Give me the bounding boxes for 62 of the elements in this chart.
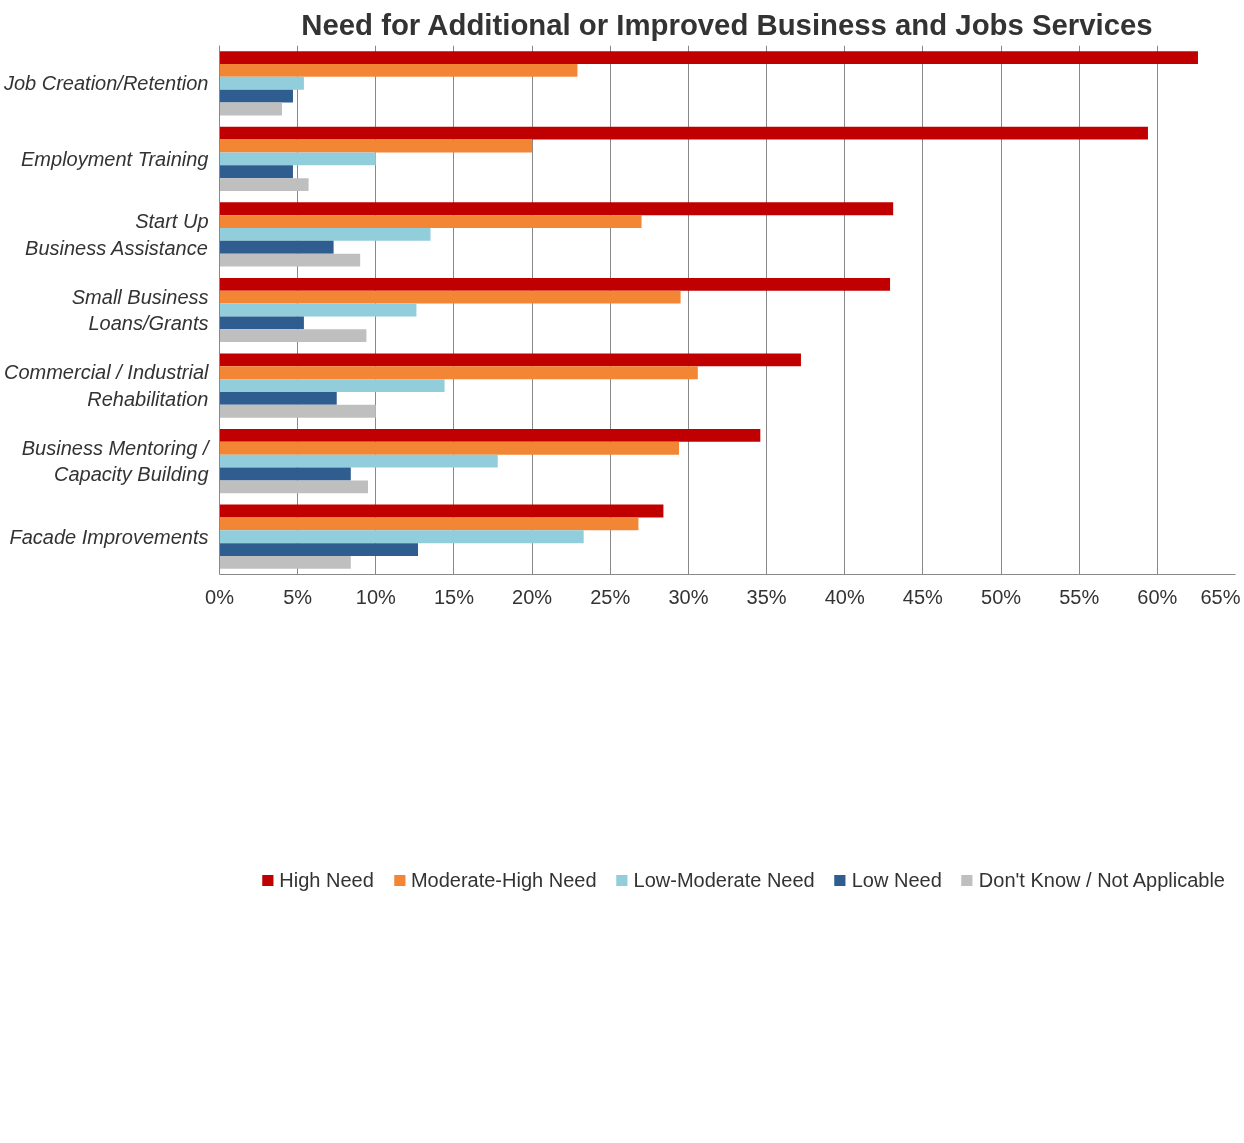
x-tick-label: 55% (1059, 585, 1100, 608)
bar (219, 429, 761, 442)
bar (219, 303, 417, 317)
legend-label: Low-Moderate Need (633, 868, 815, 892)
legend-label: Don't Know / Not Applicable (978, 868, 1225, 892)
bar (219, 441, 680, 455)
legend-label: High Need (279, 868, 374, 892)
bar (219, 126, 1148, 140)
x-tick-label: 65% (1200, 585, 1241, 608)
bar (219, 391, 337, 405)
bar (219, 178, 309, 191)
bar (219, 215, 642, 229)
x-tick-label: 5% (283, 585, 313, 608)
bar (219, 64, 578, 77)
legend-label: Moderate-High Need (410, 868, 597, 892)
y-tick-label: Employment Training (21, 147, 209, 170)
x-tick-label: 50% (981, 585, 1022, 608)
legend-label: Low Need (851, 868, 942, 892)
bar (219, 102, 283, 116)
bar (219, 89, 293, 103)
y-tick-label: Job Creation/Retention (2, 72, 209, 95)
bar (219, 530, 584, 544)
y-tick-label: Small Business Loans/Grants (71, 285, 209, 335)
y-tick-label: Facade Improvements (9, 525, 209, 548)
x-tick-label: 30% (668, 585, 709, 608)
y-tick-label: Start Up Business Assistance (25, 210, 209, 259)
bar (219, 404, 376, 418)
bar (219, 555, 351, 569)
bar (219, 379, 445, 392)
x-tick-label: 0% (205, 585, 235, 608)
bar (219, 253, 361, 267)
bar (219, 329, 367, 343)
x-tick-label: 45% (902, 585, 944, 608)
bar (219, 139, 533, 153)
bar (219, 202, 894, 216)
bar (219, 353, 801, 367)
bar (219, 228, 431, 241)
bar (219, 454, 498, 468)
y-tick-label: Business Mentoring / Capacity Building (21, 436, 211, 486)
x-tick-label: 10% (355, 585, 397, 608)
bar (219, 240, 334, 254)
bar (219, 165, 293, 179)
bar (219, 543, 419, 556)
chart-title: Need for Additional or Improved Business and Jobs Services (301, 7, 1153, 41)
x-tick-label: 35% (746, 585, 787, 608)
x-tick-label: 15% (433, 585, 475, 608)
bar (219, 504, 664, 518)
bar (219, 76, 304, 90)
bar (219, 51, 1198, 65)
x-tick-label: 20% (512, 585, 553, 608)
bar (219, 290, 681, 304)
bar (219, 152, 376, 166)
bar (219, 517, 639, 531)
bar (219, 467, 351, 481)
bar (219, 366, 698, 380)
x-tick-label: 25% (590, 585, 631, 608)
x-tick-label: 40% (824, 585, 865, 608)
bar (219, 480, 368, 494)
bar (219, 277, 891, 291)
bar (219, 316, 304, 330)
y-tick-label: Commercial / Industrial Rehabilitation (4, 361, 210, 410)
x-tick-label: 60% (1137, 585, 1178, 608)
